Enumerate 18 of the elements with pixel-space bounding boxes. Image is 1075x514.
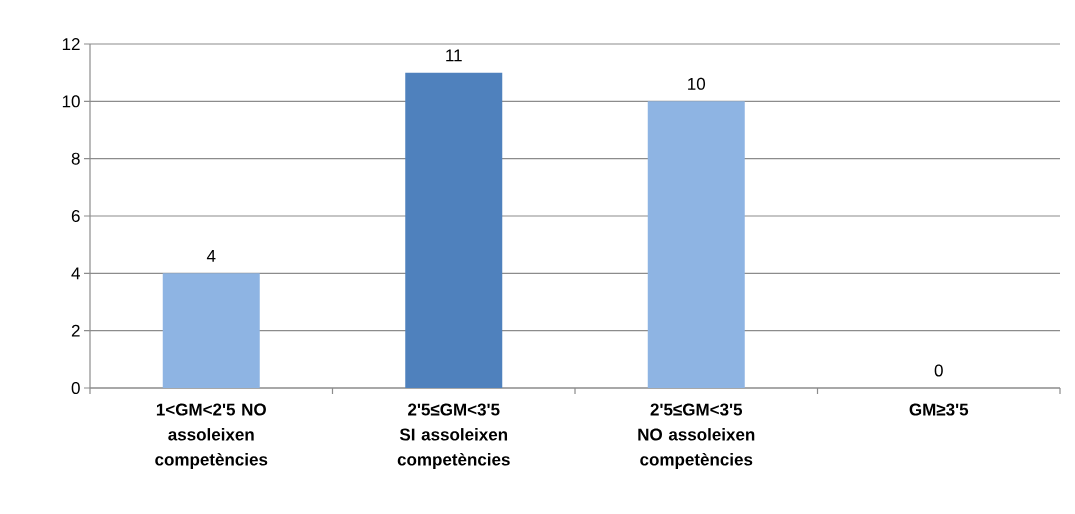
y-tick-label: 2 xyxy=(71,324,80,337)
y-tick-label: 12 xyxy=(62,38,80,50)
x-tick-label: GM≥3'5 xyxy=(909,403,969,416)
data-label: 4 xyxy=(206,250,216,262)
bar xyxy=(162,273,260,388)
bar xyxy=(405,72,503,388)
y-tick-label: 6 xyxy=(71,209,80,223)
data-label: 10 xyxy=(688,77,706,90)
y-tick-label: 8 xyxy=(71,152,80,165)
x-tick-label: 2'5≤GM<3'5 SI assoleixen competències xyxy=(397,403,510,469)
x-tick-label: 2'5≤GM<3'5 NO assoleixen competències xyxy=(638,403,755,469)
x-tick-label: 1<GM<2'5 NO assoleixen competències xyxy=(155,403,268,469)
data-label: 11 xyxy=(446,49,462,62)
y-tick-label: 4 xyxy=(71,267,80,280)
y-tick-label: 10 xyxy=(62,95,80,108)
y-tick-label: 0 xyxy=(71,381,80,395)
bar xyxy=(647,101,745,388)
data-label: 0 xyxy=(934,364,943,377)
